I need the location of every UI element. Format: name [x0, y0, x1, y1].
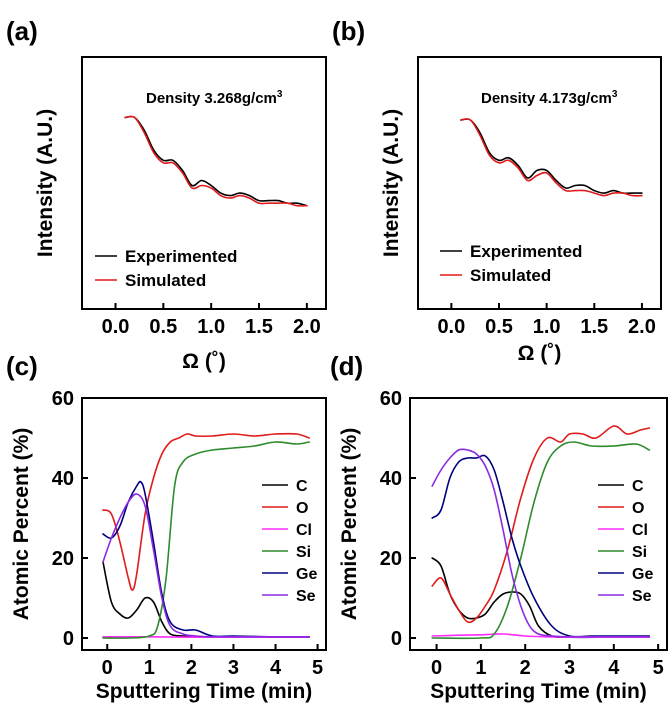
- x-tick-label: 1.5: [245, 316, 273, 338]
- series-line-se: [431, 448, 651, 638]
- x-tick-label: 1.5: [580, 316, 608, 338]
- x-tick-label: 2: [186, 657, 197, 679]
- y-axis-title: Atomic Percent (%): [10, 428, 33, 621]
- x-tick-label: 4: [270, 657, 282, 679]
- series-line-si: [431, 441, 651, 640]
- plot-d: 0 1 2 3 4 5 0 20 40 60 Sputtering Time (min) Atomic…: [338, 388, 668, 703]
- y-tick-label: 60: [52, 388, 74, 410]
- x-tick-label: 5: [312, 657, 323, 679]
- y-tick-label: 40: [380, 468, 402, 490]
- y-tick-label: 20: [52, 548, 74, 570]
- legend-label: C: [296, 478, 308, 495]
- x-tick-label: 2.0: [293, 316, 321, 338]
- legend-label: Simulated: [125, 271, 206, 290]
- series-line-simulated: [460, 118, 643, 197]
- series-line-simulated: [124, 115, 308, 207]
- legend-label: Se: [296, 588, 316, 605]
- y-tick-label: 40: [52, 468, 74, 490]
- legend-label: Se: [632, 588, 652, 605]
- plot-a: 0.0 0.5 1.0 1.5 2.0 Ω (˚) Intensity (A.U.) Expe…: [34, 56, 327, 373]
- legend: Experimented Simulated: [440, 242, 582, 285]
- series-line-ge: [431, 454, 651, 638]
- legend-label: Experimented: [470, 242, 582, 261]
- panel-label-b: (b): [332, 16, 365, 46]
- x-axis-title: Ω (˚): [182, 350, 226, 373]
- plot-frame: [409, 397, 668, 651]
- y-axis-title: Atomic Percent (%): [338, 428, 361, 621]
- legend-label: Simulated: [470, 266, 551, 285]
- x-tick-label: 3: [228, 657, 239, 679]
- y-tick-label: 0: [63, 628, 74, 650]
- x-tick-label: 1: [144, 657, 155, 679]
- x-tick-label: 5: [653, 657, 664, 679]
- legend-label: O: [632, 500, 644, 517]
- x-tick-label: 0.0: [102, 316, 130, 338]
- series-line-se: [102, 493, 310, 638]
- legend: Experimented Simulated: [95, 247, 237, 290]
- density-annotation-b: Density 4.173g/cm3: [481, 89, 618, 107]
- x-tick-label: 1.0: [533, 316, 561, 338]
- legend-label: Experimented: [125, 247, 237, 266]
- legend: CO Cl Si Ge Se: [262, 478, 317, 605]
- plot-frame: [81, 397, 327, 651]
- x-tick-label: 0: [431, 657, 442, 679]
- density-annotation-a-sup: 3: [277, 89, 283, 100]
- legend-label: C: [632, 478, 644, 495]
- x-axis-title: Sputtering Time (min): [96, 680, 313, 703]
- x-tick-label: 3: [564, 657, 575, 679]
- plot-b: 0.0 0.5 1.0 1.5 2.0 Ω (˚) Intensity (A.U.) Expe…: [380, 56, 662, 365]
- y-tick-label: 20: [380, 548, 402, 570]
- density-annotation-b-text: Density 4.173g/cm: [481, 90, 612, 107]
- x-tick-label: 2.0: [628, 316, 656, 338]
- y-tick-label: 0: [391, 628, 402, 650]
- plot-c: 0 1 2 3 4 5 0 20 40 60 Sputtering Time (min) Atomic…: [10, 388, 327, 703]
- x-tick-label: 0: [102, 657, 113, 679]
- legend-label: Ge: [296, 566, 317, 583]
- plots: 0.0 0.5 1.0 1.5 2.0 Ω (˚) Intensity (A.U.) Expe…: [10, 56, 668, 703]
- x-tick-label: 4: [608, 657, 620, 679]
- panel-label-c: (c): [6, 351, 38, 381]
- legend-label: Ge: [632, 566, 653, 583]
- y-tick-label: 60: [380, 388, 402, 410]
- series-line-o: [102, 432, 310, 591]
- series-line-experimented: [124, 115, 308, 207]
- x-tick-label: 2: [520, 657, 531, 679]
- panel-label-a: (a): [6, 16, 38, 46]
- legend-label: Si: [296, 544, 311, 561]
- legend-label: Si: [632, 544, 647, 561]
- series-line-experimented: [460, 118, 643, 195]
- series-line-si: [102, 441, 310, 639]
- density-annotation-b-sup: 3: [612, 89, 618, 100]
- x-tick-label: 0.5: [485, 316, 513, 338]
- x-axis-title: Sputtering Time (min): [430, 680, 647, 703]
- series-line-o: [431, 425, 651, 624]
- legend-label: Cl: [296, 522, 312, 539]
- x-tick-label: 0.0: [437, 316, 465, 338]
- density-annotation-a-text: Density 3.268g/cm: [146, 90, 277, 107]
- y-axis-title: Intensity (A.U.): [34, 109, 57, 257]
- legend: CO Cl Si Ge Se: [598, 478, 653, 605]
- legend-label: O: [296, 500, 308, 517]
- x-tick-label: 0.5: [149, 316, 177, 338]
- series-line-c: [431, 557, 651, 639]
- x-axis-title: Ω (˚): [518, 342, 562, 365]
- panel-label-d: (d): [330, 351, 363, 381]
- legend-label: Cl: [632, 522, 648, 539]
- plot-frame: [81, 56, 327, 310]
- plot-frame: [417, 56, 662, 310]
- density-annotation-a: Density 3.268g/cm3: [146, 89, 283, 107]
- x-tick-label: 1: [475, 657, 486, 679]
- x-tick-label: 1.0: [197, 316, 225, 338]
- y-axis-title: Intensity (A.U.): [380, 109, 403, 257]
